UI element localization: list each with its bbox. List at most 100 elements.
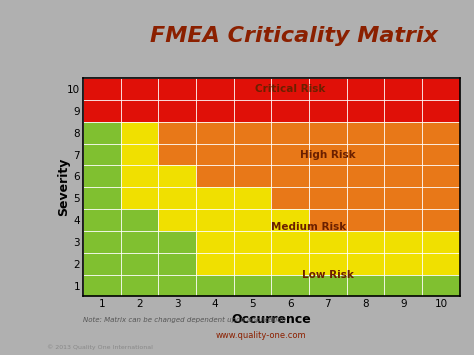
Bar	[158, 231, 196, 253]
Bar	[158, 122, 196, 143]
Bar	[384, 275, 422, 296]
Bar	[271, 209, 309, 231]
Bar	[422, 209, 460, 231]
Bar	[271, 253, 309, 275]
Bar	[234, 78, 271, 100]
Bar	[234, 253, 271, 275]
Bar	[309, 231, 346, 253]
Text: High Risk: High Risk	[300, 149, 356, 159]
Bar	[196, 253, 234, 275]
Bar	[196, 78, 234, 100]
Text: Severity: Severity	[57, 158, 71, 217]
Bar	[422, 187, 460, 209]
Bar	[384, 143, 422, 165]
Bar	[120, 209, 158, 231]
Bar	[384, 209, 422, 231]
Bar	[271, 143, 309, 165]
Bar	[309, 165, 346, 187]
Bar	[120, 187, 158, 209]
Bar	[271, 187, 309, 209]
Bar	[346, 122, 384, 143]
Bar	[384, 78, 422, 100]
Bar	[271, 122, 309, 143]
Text: Critical Risk: Critical Risk	[255, 84, 325, 94]
Bar	[120, 143, 158, 165]
Bar	[346, 78, 384, 100]
Bar	[346, 209, 384, 231]
Bar	[234, 187, 271, 209]
Bar	[196, 165, 234, 187]
Bar	[83, 78, 120, 100]
Bar	[120, 231, 158, 253]
Bar	[271, 231, 309, 253]
Bar	[234, 231, 271, 253]
Bar	[234, 143, 271, 165]
Bar	[384, 187, 422, 209]
Bar	[422, 275, 460, 296]
Bar	[384, 165, 422, 187]
Bar	[158, 275, 196, 296]
Text: www.quality-one.com: www.quality-one.com	[215, 331, 306, 340]
Bar	[309, 143, 346, 165]
Bar	[234, 275, 271, 296]
Bar	[158, 78, 196, 100]
Bar	[422, 231, 460, 253]
Bar	[422, 143, 460, 165]
Bar	[422, 165, 460, 187]
Bar	[271, 78, 309, 100]
Bar	[271, 165, 309, 187]
Bar	[309, 78, 346, 100]
Bar	[83, 231, 120, 253]
Bar	[158, 209, 196, 231]
Bar	[196, 231, 234, 253]
Bar	[158, 100, 196, 122]
Bar	[83, 143, 120, 165]
Bar	[234, 209, 271, 231]
Bar	[346, 100, 384, 122]
Bar	[196, 100, 234, 122]
Bar	[196, 209, 234, 231]
Text: Low Risk: Low Risk	[302, 269, 354, 280]
Bar	[120, 165, 158, 187]
Bar	[120, 100, 158, 122]
Bar	[384, 100, 422, 122]
Bar	[234, 165, 271, 187]
Bar	[309, 275, 346, 296]
Bar	[384, 231, 422, 253]
Bar	[346, 253, 384, 275]
Bar	[83, 100, 120, 122]
Bar	[120, 275, 158, 296]
Bar	[120, 253, 158, 275]
Bar	[196, 122, 234, 143]
Text: FMEA Criticality Matrix: FMEA Criticality Matrix	[150, 26, 438, 45]
Bar	[384, 122, 422, 143]
Bar	[422, 78, 460, 100]
Bar	[346, 231, 384, 253]
Bar	[422, 253, 460, 275]
Bar	[158, 253, 196, 275]
Text: © 2013 Quality One International: © 2013 Quality One International	[47, 344, 153, 350]
Bar	[346, 275, 384, 296]
Bar	[309, 253, 346, 275]
Bar	[83, 253, 120, 275]
Bar	[234, 122, 271, 143]
Bar	[83, 275, 120, 296]
Bar	[346, 187, 384, 209]
Bar	[422, 100, 460, 122]
Text: Note: Matrix can be changed dependent upon application: Note: Matrix can be changed dependent up…	[83, 316, 286, 323]
Bar	[346, 165, 384, 187]
Text: Medium Risk: Medium Risk	[272, 222, 346, 231]
X-axis label: Occurrence: Occurrence	[231, 313, 311, 326]
Bar	[309, 100, 346, 122]
Bar	[271, 100, 309, 122]
Bar	[196, 187, 234, 209]
Bar	[196, 275, 234, 296]
Bar	[196, 143, 234, 165]
Bar	[309, 209, 346, 231]
Bar	[120, 122, 158, 143]
Bar	[422, 122, 460, 143]
Bar	[234, 100, 271, 122]
Bar	[309, 187, 346, 209]
Bar	[271, 275, 309, 296]
Bar	[346, 143, 384, 165]
